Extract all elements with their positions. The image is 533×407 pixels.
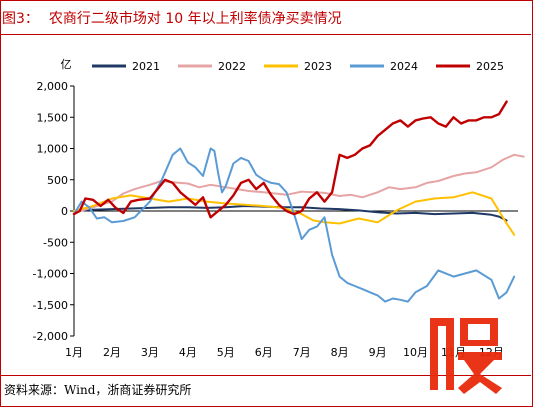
x-tick-label: 2月 [103,346,121,359]
legend-label-2022: 2022 [218,60,246,73]
legend: 2021 2022 2023 2024 2025 [92,60,504,73]
x-tick-label: 5月 [217,346,235,359]
y-tick-label: 2,000 [37,80,69,93]
series-line-2024 [73,147,516,303]
figure-title-text: 农商行二级市场对 10 年以上利率债净买卖情况 [48,11,342,27]
x-tick-label: 4月 [179,346,197,359]
y-tick-label: -1,500 [33,299,68,312]
y-tick-label: 1,000 [37,143,69,156]
x-tick-label: 10月 [403,346,428,359]
title-rule [0,34,531,35]
y-tick-label: 1,500 [37,111,69,124]
legend-label-2023: 2023 [304,60,332,73]
y-tick-label: -500 [43,236,68,249]
footer-rule [0,375,531,376]
y-unit-label: 亿 [61,58,72,71]
y-tick-label: 500 [47,174,68,187]
x-tick-label: 3月 [141,346,159,359]
legend-label-2021: 2021 [132,60,160,73]
y-tick-label: 0 [61,205,68,218]
series-line-2023 [73,191,516,236]
legend-label-2024: 2024 [390,60,418,73]
series-line-2021 [73,205,508,222]
figure-label: 图3： [2,11,39,27]
legend-label-2025: 2025 [476,60,504,73]
source-note: 资料来源：Wind，浙商证券研究所 [4,383,192,397]
watermark-logo [430,318,502,394]
x-tick-label: 6月 [255,346,273,359]
series-line-2022 [73,153,525,214]
y-tick-label: -1,000 [33,268,68,281]
series-line-2025 [72,100,508,219]
figure-title: 图3： 农商行二级市场对 10 年以上利率债净买卖情况 [2,8,530,30]
x-tick-label: 8月 [331,346,349,359]
y-tick-label: -2,000 [33,330,68,343]
x-tick-label: 9月 [369,346,387,359]
x-tick-label: 7月 [293,346,311,359]
series-lines [72,100,525,303]
x-tick-label: 1月 [65,346,83,359]
